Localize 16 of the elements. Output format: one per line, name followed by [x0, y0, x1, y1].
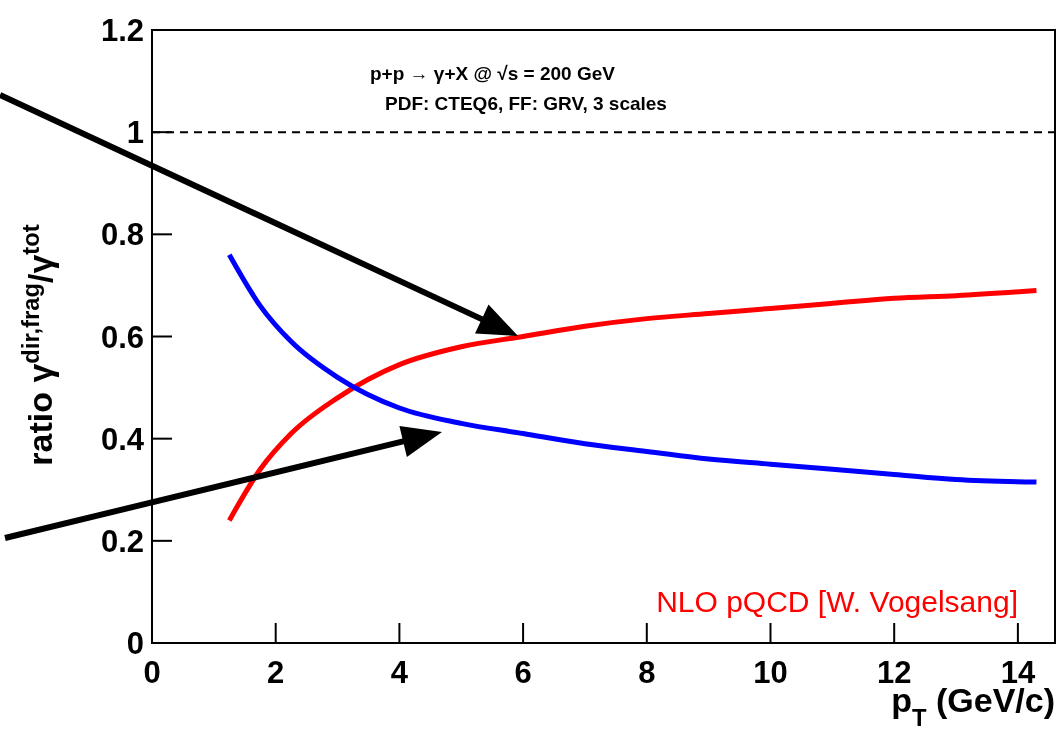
annotation: PDF: CTEQ6, FF: GRV, 3 scales	[385, 93, 667, 114]
annotation: p+p → γ+X @ √s = 200 GeV	[370, 63, 616, 84]
annotation: NLO pQCD [W. Vogelsang]	[656, 585, 1018, 618]
x-tick-label: 2	[267, 655, 285, 690]
x-tick-label: 8	[638, 655, 656, 690]
x-tick-label: 4	[390, 655, 409, 690]
y-tick-label: 0	[126, 626, 144, 661]
y-tick-label: 0.2	[100, 523, 144, 559]
x-tick-label: 12	[876, 655, 912, 690]
y-tick-label: 0.4	[100, 421, 145, 457]
y-tick-label: 1	[126, 115, 144, 151]
y-tick-label: 1.2	[100, 13, 144, 48]
x-tick-label: 6	[514, 655, 532, 690]
x-tick-label: 10	[753, 655, 788, 690]
y-tick-label: 0.6	[100, 319, 144, 355]
y-tick-label: 0.8	[100, 217, 144, 253]
